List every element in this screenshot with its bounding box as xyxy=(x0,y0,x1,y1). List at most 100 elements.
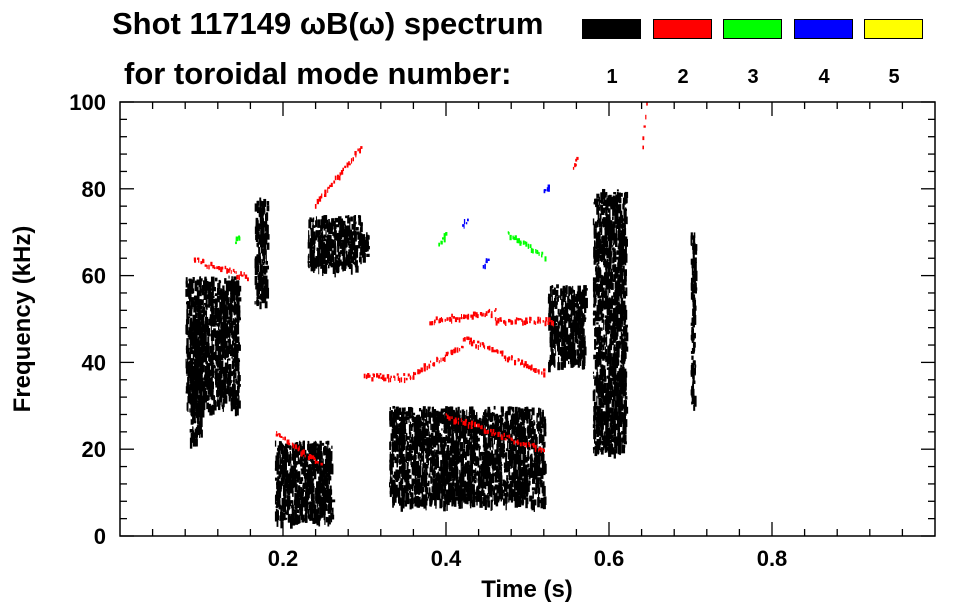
spectral-mark-n1 xyxy=(308,473,311,482)
spectral-mark-n1 xyxy=(479,465,481,474)
spectral-mark-n1 xyxy=(258,207,260,216)
spectral-mark-n1 xyxy=(441,428,443,431)
spectral-mark-n1 xyxy=(264,249,267,255)
spectral-mark-n1 xyxy=(402,434,406,442)
spectral-mark-n1 xyxy=(324,465,326,477)
spectral-mark-n1 xyxy=(281,450,284,462)
spectral-mark-n1 xyxy=(231,360,235,369)
spectral-mark-n1 xyxy=(189,360,193,368)
spectral-mark-n1 xyxy=(205,346,208,356)
spectral-mark-n1 xyxy=(554,360,556,368)
spectral-mark-n1 xyxy=(491,461,494,470)
spectral-mark-n1 xyxy=(423,422,426,434)
spectral-mark-n1 xyxy=(463,496,465,503)
spectral-mark-n1 xyxy=(195,380,199,383)
spectral-mark-n1 xyxy=(427,458,431,461)
spectral-mark-n1 xyxy=(537,453,541,463)
spectral-mark-n1 xyxy=(310,257,312,265)
spectral-mark-n1 xyxy=(552,302,554,306)
spectral-mark-n1 xyxy=(555,325,560,337)
spectral-mark-n1 xyxy=(514,413,516,417)
spectral-mark-n1 xyxy=(185,319,188,329)
spectral-mark-n1 xyxy=(259,301,262,310)
spectral-mark-n1 xyxy=(200,416,203,428)
spectral-mark-n1 xyxy=(541,411,544,422)
legend-label-4: 4 xyxy=(818,66,830,88)
spectral-mark-n1 xyxy=(217,349,221,361)
spectral-mark-n1 xyxy=(567,334,570,346)
spectral-mark-n1 xyxy=(419,434,422,443)
spectral-mark-n1 xyxy=(214,370,216,373)
spectral-mark-n1 xyxy=(528,484,530,492)
spectral-mark-n1 xyxy=(467,425,470,437)
spectral-mark-n1 xyxy=(525,499,528,509)
spectral-mark-n1 xyxy=(396,454,399,465)
spectral-mark-n1 xyxy=(310,493,312,499)
spectral-mark-n1 xyxy=(502,430,504,442)
spectral-mark-n1 xyxy=(502,441,505,451)
spectral-mark-n1 xyxy=(568,317,571,327)
spectral-mark-n1 xyxy=(429,488,431,497)
spectral-mark-n1 xyxy=(210,308,213,313)
spectral-mark-n1 xyxy=(402,484,404,489)
spectral-mark-n1 xyxy=(327,255,331,262)
spectral-mark-n1 xyxy=(455,497,459,501)
spectral-mark-n1 xyxy=(198,383,201,394)
spectral-mark-n1 xyxy=(424,496,428,504)
spectral-mark-n1 xyxy=(224,351,226,359)
spectral-mark-n1 xyxy=(540,470,544,479)
spectral-mark-n1 xyxy=(186,300,191,309)
spectral-mark-n1 xyxy=(479,496,483,508)
spectral-mark-n1 xyxy=(407,441,409,448)
spectral-mark-n1 xyxy=(213,362,215,367)
spectral-mark-n1 xyxy=(468,445,470,456)
spectral-mark-n1 xyxy=(189,360,191,370)
spectral-mark-n1 xyxy=(235,318,238,323)
spectral-mark-n1 xyxy=(192,381,197,385)
spectral-mark-n1 xyxy=(315,266,318,269)
spectral-mark-n1 xyxy=(211,344,214,353)
spectral-mark-n1 xyxy=(455,469,459,480)
spectral-mark-n1 xyxy=(432,478,436,485)
spectral-mark-n1 xyxy=(348,254,351,261)
spectral-mark-n1 xyxy=(424,438,428,446)
spectral-mark-n1 xyxy=(186,317,189,328)
spectral-mark-n1 xyxy=(196,279,201,286)
spectral-mark-n1 xyxy=(223,339,227,346)
spectral-mark-n1 xyxy=(284,473,287,477)
spectral-mark-n1 xyxy=(499,461,502,465)
spectral-mark-n1 xyxy=(556,316,559,323)
spectral-mark-n1 xyxy=(563,354,567,365)
spectral-mark-n1 xyxy=(278,504,281,510)
spectral-mark-n1 xyxy=(532,474,535,483)
spectral-mark-n1 xyxy=(421,450,423,456)
spectral-mark-n1 xyxy=(190,373,193,379)
spectral-mark-n1 xyxy=(481,451,485,456)
spectral-mark-n1 xyxy=(206,395,210,401)
spectral-mark-n1 xyxy=(548,361,551,373)
spectral-mark-n1 xyxy=(280,511,284,519)
spectral-mark-n1 xyxy=(226,287,229,292)
spectral-mark-n1 xyxy=(434,458,437,470)
spectral-mark-n1 xyxy=(203,311,207,314)
spectral-mark-n1 xyxy=(389,476,392,484)
spectral-mark-n1 xyxy=(199,398,203,408)
spectral-mark-n1 xyxy=(476,495,480,502)
spectral-mark-n1 xyxy=(466,472,469,480)
spectral-mark-n1 xyxy=(187,356,189,361)
spectral-mark-n1 xyxy=(205,395,208,400)
spectral-mark-n1 xyxy=(278,472,282,477)
spectral-mark-n1 xyxy=(496,435,500,443)
spectral-mark-n1 xyxy=(419,440,422,451)
spectral-mark-n1 xyxy=(500,471,503,481)
spectral-mark-n1 xyxy=(278,476,281,479)
spectral-mark-n1 xyxy=(562,289,565,300)
spectral-mark-n1 xyxy=(227,311,229,320)
spectral-mark-n1 xyxy=(490,437,493,442)
spectral-mark-n1 xyxy=(196,425,200,435)
spectral-mark-n1 xyxy=(201,306,203,311)
spectral-mark-n1 xyxy=(410,498,414,505)
spectral-mark-n1 xyxy=(221,404,224,410)
spectral-mark-n1 xyxy=(565,285,568,295)
